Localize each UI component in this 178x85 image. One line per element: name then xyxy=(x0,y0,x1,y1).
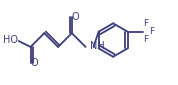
Text: HO: HO xyxy=(3,35,18,45)
Text: O: O xyxy=(72,12,80,22)
Text: F: F xyxy=(143,35,148,44)
Text: NH: NH xyxy=(90,41,104,51)
Text: O: O xyxy=(31,58,38,68)
Text: F: F xyxy=(150,27,155,36)
Text: F: F xyxy=(143,19,148,28)
